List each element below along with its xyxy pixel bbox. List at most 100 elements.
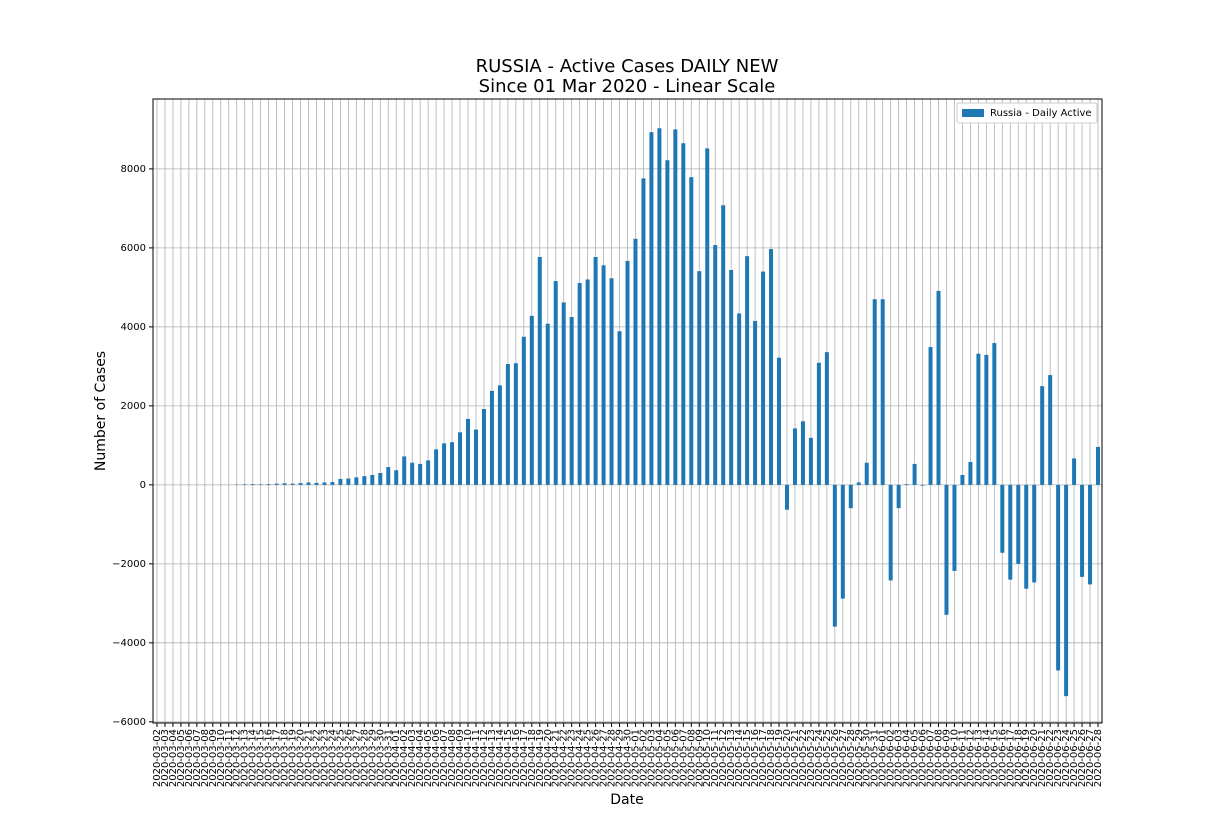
bar <box>769 249 774 485</box>
bar <box>984 354 989 485</box>
bar <box>920 484 925 486</box>
bar <box>745 256 750 485</box>
bar <box>426 460 431 485</box>
bar <box>800 421 805 485</box>
x-tick-label: 2020-05-17 <box>758 729 769 787</box>
bar <box>266 484 271 485</box>
bar <box>681 143 686 485</box>
x-tick-label: 2020-04-11 <box>471 729 482 787</box>
bar <box>481 409 486 485</box>
x-tick-label: 2020-04-12 <box>479 729 490 787</box>
x-tick-label: 2020-05-22 <box>798 729 809 787</box>
bar <box>792 428 797 485</box>
x-tick-label: 2020-03-28 <box>359 729 370 787</box>
bar <box>856 482 861 485</box>
x-tick-label: 2020-05-16 <box>750 729 761 787</box>
bar <box>370 474 375 485</box>
bar <box>1000 484 1005 553</box>
x-tick-label: 2020-06-02 <box>886 729 897 787</box>
x-tick-label: 2020-03-03 <box>160 729 171 787</box>
x-tick-label: 2020-06-27 <box>1085 729 1096 787</box>
bar <box>657 128 662 485</box>
x-tick-label: 2020-05-09 <box>694 729 705 787</box>
y-tick-label: −6000 <box>112 717 146 728</box>
legend-box <box>956 102 1098 124</box>
x-tick-label: 2020-03-19 <box>288 729 299 787</box>
y-tick-label: 2000 <box>121 401 146 412</box>
x-tick-label: 2020-04-05 <box>423 729 434 787</box>
bar <box>386 467 391 485</box>
x-tick-label: 2020-06-01 <box>878 729 889 787</box>
bar <box>466 418 470 485</box>
bar <box>697 271 702 485</box>
x-tick-label: 2020-06-18 <box>1013 729 1024 787</box>
bar <box>785 484 789 510</box>
bar <box>1048 375 1053 485</box>
bar <box>569 317 574 485</box>
x-tick-label: 2020-06-21 <box>1037 729 1048 787</box>
bar <box>1056 484 1061 671</box>
bar <box>904 484 909 485</box>
x-tick-label: 2020-04-09 <box>455 729 466 787</box>
x-axis-label: Date <box>610 792 643 808</box>
x-tick-label: 2020-03-16 <box>264 729 275 787</box>
x-tick-label: 2020-04-14 <box>495 729 506 787</box>
bar <box>306 482 311 485</box>
x-tick-label: 2020-03-08 <box>200 729 211 787</box>
x-tick-label: 2020-06-13 <box>973 729 984 787</box>
bar <box>928 347 933 485</box>
legend-label: Russia - Daily Active <box>990 108 1092 119</box>
x-tick-label: 2020-06-08 <box>934 729 945 787</box>
bar <box>705 148 710 485</box>
y-axis-label: Number of Cases <box>93 351 109 471</box>
x-tick-label: 2020-04-06 <box>431 729 442 787</box>
bar <box>832 484 837 627</box>
bar <box>473 429 478 485</box>
x-tick-label: 2020-03-13 <box>240 729 251 787</box>
bar <box>944 484 949 615</box>
x-tick-label: 2020-04-23 <box>567 729 578 787</box>
bar <box>585 279 590 485</box>
legend-swatch <box>962 109 984 117</box>
bar <box>649 132 654 485</box>
x-tick-label: 2020-05-27 <box>838 729 849 787</box>
x-tick-label: 2020-03-02 <box>152 729 163 787</box>
bar <box>848 484 853 509</box>
x-tick-label: 2020-06-26 <box>1077 729 1088 787</box>
x-tick-label: 2020-06-14 <box>981 729 992 787</box>
x-tick-label: 2020-05-06 <box>670 729 681 787</box>
bar <box>689 177 694 485</box>
y-tick-label: 0 <box>140 480 146 491</box>
bar <box>298 483 303 485</box>
bar <box>354 477 359 485</box>
bar <box>282 483 287 485</box>
bar <box>450 442 455 485</box>
x-tick-label: 2020-05-13 <box>726 729 737 787</box>
x-tick-label: 2020-05-08 <box>686 729 697 787</box>
bar <box>330 482 335 485</box>
x-tick-label: 2020-03-04 <box>168 729 179 787</box>
x-tick-label: 2020-06-28 <box>1093 729 1104 787</box>
bar <box>713 245 718 485</box>
bar <box>880 299 885 485</box>
x-tick-label: 2020-05-31 <box>870 729 881 787</box>
y-tick-label: −4000 <box>112 638 146 649</box>
y-tick-label: 6000 <box>121 243 146 254</box>
bar <box>322 482 327 485</box>
bar <box>545 323 550 485</box>
x-tick-label: 2020-03-05 <box>176 729 187 787</box>
x-tick-label: 2020-06-11 <box>957 729 968 787</box>
x-tick-label: 2020-06-25 <box>1069 729 1080 787</box>
bar <box>609 278 614 485</box>
x-tick-label: 2020-03-21 <box>304 729 315 787</box>
x-tick-label: 2020-03-18 <box>280 729 291 787</box>
x-tick-label: 2020-04-13 <box>487 729 498 787</box>
bar <box>1024 484 1029 589</box>
x-tick-label: 2020-06-17 <box>1005 729 1016 787</box>
x-tick-label: 2020-03-14 <box>248 729 259 787</box>
x-tick-label: 2020-04-04 <box>415 729 426 787</box>
x-tick-label: 2020-05-18 <box>766 729 777 787</box>
x-tick-label: 2020-05-25 <box>822 729 833 787</box>
x-tick-label: 2020-06-10 <box>949 729 960 787</box>
x-tick-label: 2020-04-21 <box>551 729 562 787</box>
